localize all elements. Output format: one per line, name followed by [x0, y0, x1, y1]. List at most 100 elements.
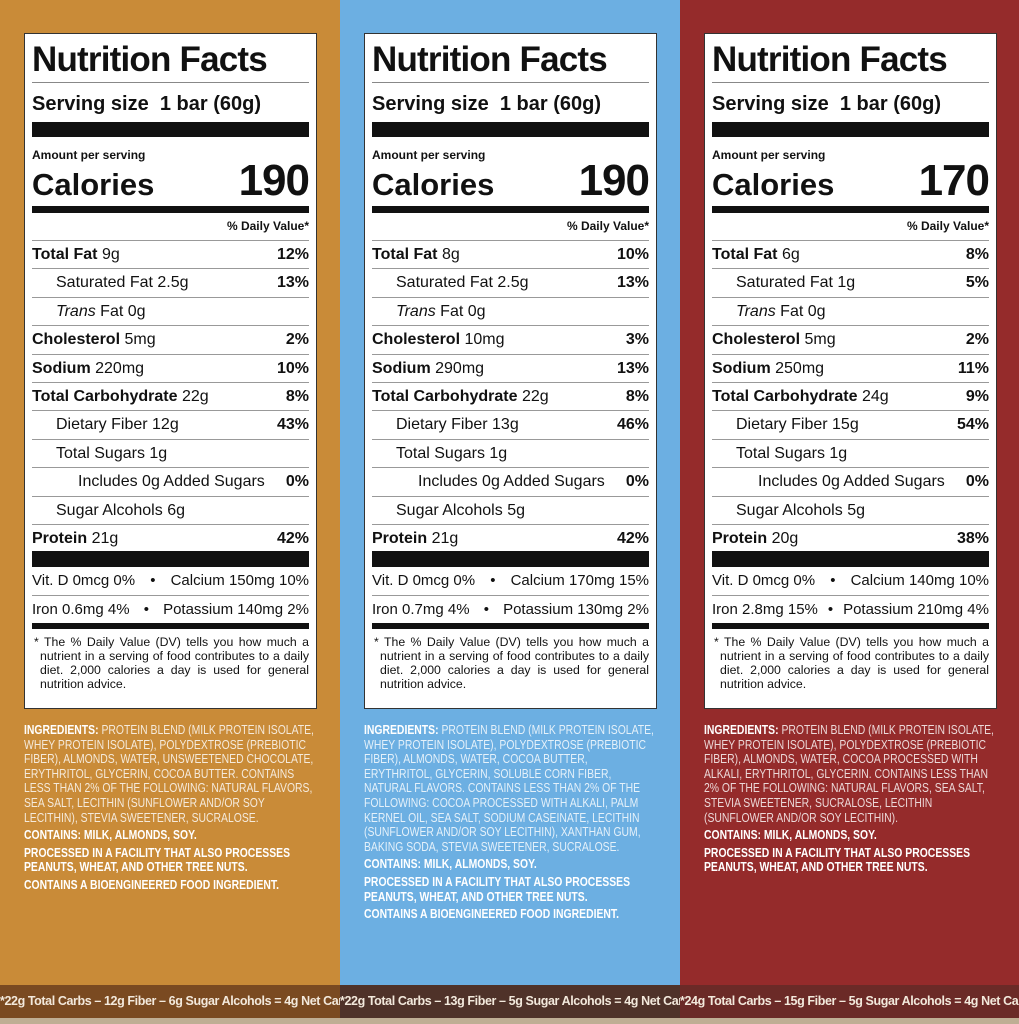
nutrient-row: Saturated Fat 2.5g 13% [32, 268, 309, 296]
nutrient-bold-label: Total Carbohydrate [372, 387, 518, 405]
nutrient-row: Saturated Fat 2.5g 13% [372, 268, 649, 296]
nutrient-daily-value: 13% [616, 359, 649, 377]
allergen-statement: CONTAINS: MILK, ALMONDS, SOY. [364, 857, 656, 872]
nutrient-row: Trans Fat 0g [372, 296, 649, 325]
nutrient-row: Sugar Alcohols 6g [32, 495, 309, 524]
daily-value-header: % Daily Value* [226, 219, 309, 233]
calories-value: 190 [238, 156, 310, 205]
nutrient-name: Saturated Fat 1g [736, 269, 855, 296]
mineral-row: Vit. D 0mcg 0% • Calcium 170mg 15% [372, 567, 649, 595]
nutrient-bold-label: Total Fat [32, 246, 98, 263]
allergen-text: CONTAINS: MILK, ALMONDS, SOY. [24, 827, 197, 843]
thick-divider [712, 551, 989, 568]
facility-text: PROCESSED IN A FACILITY THAT ALSO PROCES… [24, 844, 291, 875]
nutrient-row: Dietary Fiber 15g 54% [712, 410, 989, 438]
thick-divider [32, 206, 309, 213]
serving-size-label: Serving size [32, 93, 149, 115]
mineral-row: Iron 2.8mg 15% • Potassium 210mg 4% [712, 595, 989, 624]
ingredients-list: PROTEIN BLEND (MILK PROTEIN ISOLATE, WHE… [364, 722, 654, 854]
panel-red: Nutrition Facts Serving size 1 bar (60g) A… [680, 0, 1019, 985]
nutrient-amount: 2.5g [157, 274, 189, 292]
nutrient-daily-value: 8% [965, 246, 989, 263]
bullet: • [830, 572, 836, 590]
thick-divider [372, 623, 649, 630]
nutrient-label: Fat [780, 302, 804, 320]
nutrient-name: Total Sugars 1g [396, 440, 507, 467]
nutrient-label: Fat [440, 302, 464, 320]
nutrient-daily-value: 3% [625, 331, 649, 349]
calories-row: Calories 170 [712, 159, 990, 203]
nutrient-amount: 1g [837, 274, 856, 292]
nutrient-amount: 5g [847, 501, 865, 519]
nutrient-row: Total Fat 6g 8% [712, 240, 989, 268]
ingredients-block: INGREDIENTS: PROTEIN BLEND (MILK PROTEIN… [704, 722, 996, 878]
nutrient-label: Includes 0g Added Sugars [78, 473, 265, 491]
ingredients-list: PROTEIN BLEND (MILK PROTEIN ISOLATE, WHE… [704, 722, 994, 825]
nutrient-amount: 15g [832, 416, 859, 434]
bullet: • [150, 572, 156, 590]
bullet: • [143, 601, 149, 619]
allergen-statement: CONTAINS: MILK, ALMONDS, SOY. [704, 827, 996, 843]
allergen-statement: CONTAINS: MILK, ALMONDS, SOY. [24, 827, 316, 843]
calories-row: Calories 190 [372, 159, 650, 203]
ingredients-block: INGREDIENTS: PROTEIN BLEND (MILK PROTEIN… [364, 722, 656, 925]
mineral-left: Iron 2.8mg 15% [712, 601, 818, 619]
divider [372, 82, 649, 83]
nutrient-name: Protein 21g [372, 525, 458, 552]
ingredients-label: INGREDIENTS: [24, 722, 99, 737]
nutrient-daily-value: 0% [285, 473, 309, 491]
mineral-row: Vit. D 0mcg 0% • Calcium 150mg 10% [32, 567, 309, 595]
bullet: • [827, 601, 834, 619]
facility-statement: PROCESSED IN A FACILITY THAT ALSO PROCES… [364, 874, 656, 904]
nutrient-label: Saturated Fat [396, 274, 493, 292]
nutrient-name: Total Fat 9g [32, 241, 120, 268]
nutrient-name: Cholesterol 5mg [32, 326, 156, 353]
ingredients-label: INGREDIENTS: [704, 722, 779, 737]
nutrient-daily-value: 5% [965, 274, 989, 292]
nutrient-amount: 21g [91, 529, 119, 547]
daily-value-footnote: * The % Daily Value (DV) tells you how m… [34, 635, 309, 692]
nutrient-daily-value: 10% [616, 246, 649, 263]
nutrient-bold-label: Sodium [372, 359, 431, 377]
daily-value-header: % Daily Value* [566, 219, 649, 233]
nutrient-label: Saturated Fat [736, 274, 833, 292]
facility-text: PROCESSED IN A FACILITY THAT ALSO PROCES… [704, 844, 971, 875]
divider [32, 82, 309, 83]
nutrient-amount: 21g [431, 529, 459, 547]
nutrient-daily-value: 42% [616, 529, 649, 547]
panel-blue: Nutrition Facts Serving size 1 bar (60g) A… [340, 0, 680, 985]
nutrient-amount: 9g [101, 246, 120, 263]
nutrient-row: Total Fat 9g 12% [32, 240, 309, 268]
nutrient-row: Cholesterol 5mg 2% [32, 325, 309, 353]
nutrient-name: Includes 0g Added Sugars [418, 468, 605, 495]
bullet: • [483, 601, 489, 619]
allergen-text: CONTAINS: MILK, ALMONDS, SOY. [704, 827, 877, 843]
nutrient-amount: 6g [167, 501, 185, 519]
nutrient-name: Dietary Fiber 12g [56, 411, 179, 438]
mineral-left: Iron 0.7mg 4% [372, 601, 470, 619]
nutrient-bold-label: Sodium [712, 359, 771, 377]
nutrient-bold-label: Total Carbohydrate [32, 387, 178, 405]
nutrient-row: Cholesterol 10mg 3% [372, 325, 649, 353]
nutrient-bold-label: Total Fat [372, 246, 438, 263]
mineral-right: Potassium 130mg 2% [503, 601, 649, 619]
nutrient-amount: 5mg [124, 331, 156, 349]
nutrient-row: Sodium 290mg 13% [372, 353, 649, 382]
mineral-row: Vit. D 0mcg 0% • Calcium 140mg 10% [712, 567, 989, 595]
bullet: • [490, 572, 496, 590]
nutrient-name: Sugar Alcohols 6g [56, 497, 185, 524]
nutrient-label: Dietary Fiber [56, 416, 148, 434]
nutrient-name: Sugar Alcohols 5g [396, 497, 525, 524]
nutrient-name: Cholesterol 10mg [372, 326, 505, 353]
calories-label: Calories [372, 167, 495, 202]
serving-size-value: 1 bar (60g) [159, 93, 261, 115]
mineral-right: Potassium 210mg 4% [843, 601, 989, 619]
nutrient-row: Protein 20g 38% [712, 523, 989, 552]
nutrient-daily-value: 2% [285, 331, 309, 349]
nutrient-name: Total Sugars 1g [56, 440, 167, 467]
nutrition-facts-label: Nutrition Facts Serving size 1 bar (60g) A… [364, 33, 657, 709]
nutrient-daily-value: 42% [276, 529, 309, 547]
ingredients-list: PROTEIN BLEND (MILK PROTEIN ISOLATE, WHE… [24, 722, 314, 825]
thick-divider [372, 206, 649, 213]
thick-divider [372, 551, 649, 568]
